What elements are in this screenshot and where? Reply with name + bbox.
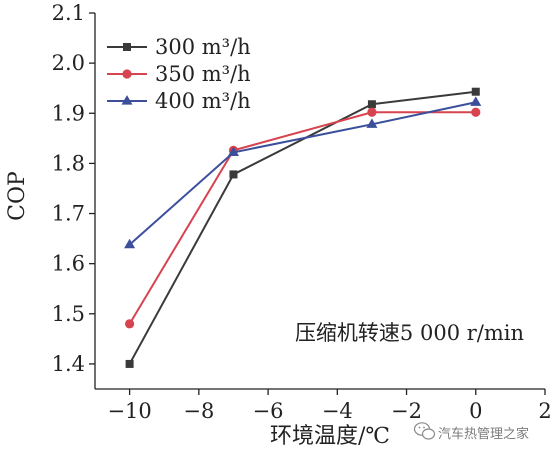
legend: 300 m³/h 350 m³/h 400 m³/h: [107, 35, 251, 113]
data-point: [470, 96, 482, 106]
legend-swatch-marker: [122, 69, 132, 79]
data-point: [125, 319, 135, 329]
y-tick-label: 1.7: [52, 202, 85, 226]
legend-label: 350 m³/h: [155, 62, 251, 86]
y-tick-label: 1.8: [52, 151, 85, 175]
series-2: [125, 107, 481, 329]
x-tick-label: −2: [391, 399, 422, 423]
annotation-compressor-speed: 压缩机转速5 000 r/min: [295, 321, 524, 345]
legend-label: 300 m³/h: [155, 35, 251, 59]
x-tick-label: −6: [253, 399, 284, 423]
legend-item: 300 m³/h: [107, 35, 251, 59]
series-3: [124, 96, 482, 249]
watermark: 汽车热管理之家: [413, 422, 529, 442]
data-point: [229, 170, 238, 179]
data-point: [227, 146, 239, 156]
y-tick-label: 2.1: [52, 1, 85, 25]
plot-axes: [94, 13, 545, 390]
data-point: [367, 107, 377, 117]
y-tick-label: 1.4: [52, 352, 85, 376]
x-axis-label: 环境温度/℃: [270, 424, 390, 449]
wechat-logo-icon: [413, 422, 436, 440]
x-tick-label: 2: [538, 399, 550, 423]
legend-item: 350 m³/h: [107, 62, 251, 86]
legend-label: 400 m³/h: [155, 89, 251, 113]
x-tick-label: 0: [469, 399, 482, 423]
legend-swatch-marker: [121, 95, 133, 105]
series-line: [128, 101, 476, 246]
series-line: [128, 111, 476, 325]
data-point: [471, 87, 480, 96]
y-tick-label: 1.5: [52, 302, 85, 326]
y-tick-label: 2.0: [52, 51, 85, 75]
data-point: [367, 100, 376, 109]
x-tick-label: −10: [107, 399, 151, 423]
x-tick-label: −8: [183, 399, 214, 423]
y-axis-label: COP: [5, 171, 30, 221]
y-tick-label: 1.9: [52, 101, 85, 125]
plot-ticks: −10 −8 −6 −4 −2 0 2 1.4 1.5 1.6 1.7 1.8 1.9 2.0 2.1: [52, 1, 550, 423]
watermark-text: 汽车热管理之家: [438, 426, 529, 442]
data-point: [366, 118, 378, 128]
legend-swatch-marker: [123, 43, 131, 51]
x-tick-label: −4: [322, 399, 353, 423]
data-point: [124, 238, 136, 249]
plot-series: [124, 87, 482, 368]
data-point: [471, 107, 481, 117]
legend-item: 400 m³/h: [107, 89, 251, 113]
y-tick-label: 1.6: [52, 252, 85, 276]
data-point: [125, 359, 134, 368]
